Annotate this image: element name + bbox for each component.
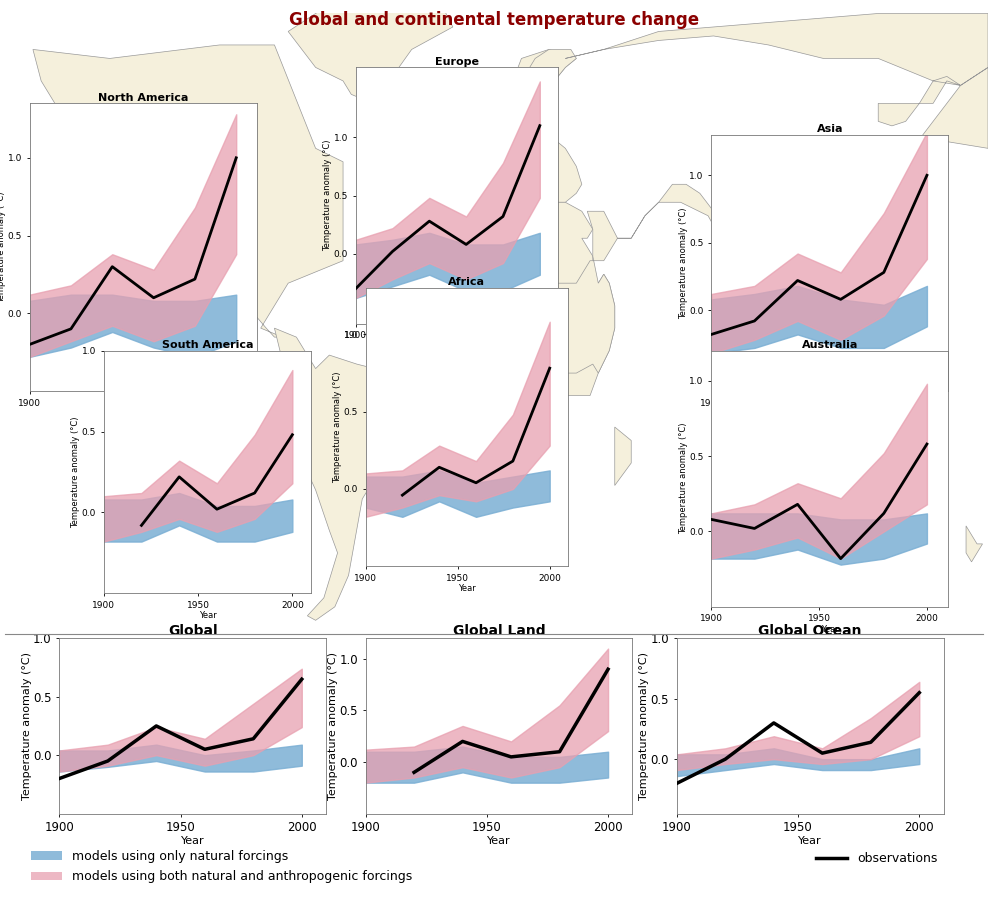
Title: Africa: Africa [449, 277, 485, 287]
Y-axis label: Temperature anomaly (°C): Temperature anomaly (°C) [333, 371, 342, 483]
Polygon shape [288, 0, 453, 103]
X-axis label: Year: Year [199, 611, 216, 620]
Legend: models using only natural forcings, models using both natural and anthropogenic : models using only natural forcings, mode… [26, 845, 418, 888]
X-axis label: Year: Year [449, 342, 465, 351]
Polygon shape [851, 175, 883, 238]
X-axis label: Year: Year [458, 584, 475, 593]
Y-axis label: Temperature anomaly (°C): Temperature anomaly (°C) [0, 191, 6, 303]
Polygon shape [275, 328, 398, 620]
Polygon shape [472, 112, 494, 139]
Title: Asia: Asia [817, 124, 843, 134]
Y-axis label: Temperature anomaly (°C): Temperature anomaly (°C) [639, 652, 649, 800]
Polygon shape [445, 202, 615, 396]
Y-axis label: Temperature anomaly (°C): Temperature anomaly (°C) [323, 139, 332, 252]
Polygon shape [428, 76, 458, 85]
Polygon shape [966, 526, 982, 562]
Legend: observations: observations [810, 847, 943, 870]
X-axis label: Year: Year [821, 409, 839, 418]
Y-axis label: Temperature anomaly (°C): Temperature anomaly (°C) [71, 416, 80, 528]
Y-axis label: Temperature anomaly (°C): Temperature anomaly (°C) [22, 652, 32, 800]
Title: Global Ocean: Global Ocean [759, 624, 862, 638]
Title: North America: North America [98, 93, 189, 102]
Polygon shape [466, 49, 582, 211]
X-axis label: Year: Year [487, 836, 511, 846]
Polygon shape [488, 13, 988, 409]
X-axis label: Year: Year [134, 409, 152, 418]
Y-axis label: Temperature anomaly (°C): Temperature anomaly (°C) [679, 423, 688, 535]
Polygon shape [508, 49, 576, 112]
Title: South America: South America [162, 340, 253, 350]
X-axis label: Year: Year [821, 625, 839, 634]
Title: Global Land: Global Land [453, 624, 545, 638]
Polygon shape [615, 427, 631, 485]
X-axis label: Year: Year [798, 836, 822, 846]
X-axis label: Year: Year [181, 836, 205, 846]
Polygon shape [807, 427, 911, 553]
Title: Europe: Europe [435, 57, 479, 67]
Polygon shape [33, 45, 343, 337]
Title: Global: Global [168, 624, 217, 638]
Title: Australia: Australia [801, 340, 859, 350]
Text: Global and continental temperature change: Global and continental temperature chang… [288, 11, 700, 29]
Y-axis label: Temperature anomaly (°C): Temperature anomaly (°C) [328, 652, 338, 800]
Y-axis label: Temperature anomaly (°C): Temperature anomaly (°C) [679, 207, 688, 319]
